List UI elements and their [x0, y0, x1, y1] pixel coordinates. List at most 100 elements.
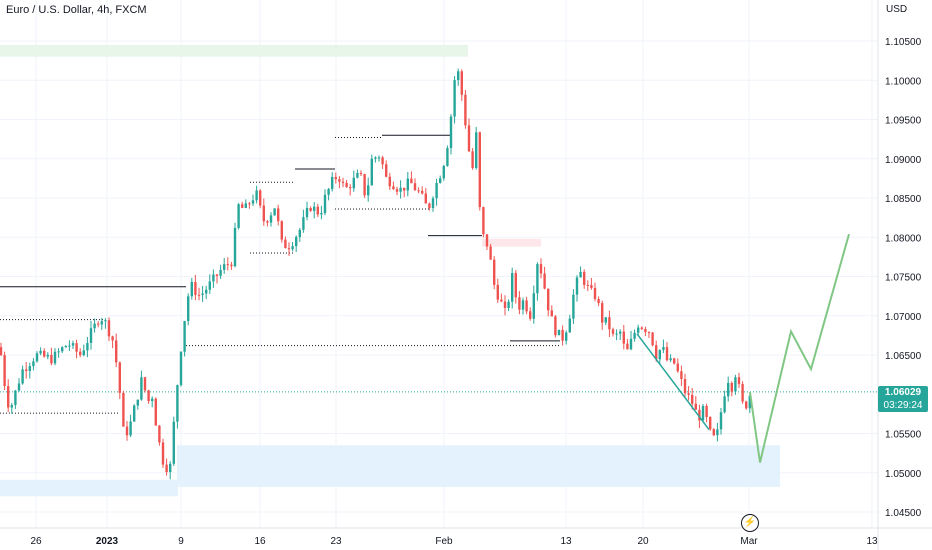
- zone-demand_zone: [177, 445, 780, 487]
- y-tick-label: 1.10000: [885, 76, 922, 87]
- candle-body: [97, 323, 100, 325]
- x-tick-label: 13: [866, 536, 878, 547]
- candle-body: [377, 157, 381, 159]
- candle-body: [86, 343, 89, 351]
- y-tick-label: 1.10500: [885, 37, 922, 48]
- candle-body: [655, 345, 658, 360]
- candle-body: [287, 248, 291, 250]
- x-tick-label: 23: [330, 536, 342, 547]
- candle-body: [183, 321, 186, 352]
- last-price-value: 1.06029: [884, 387, 922, 398]
- candle-body: [471, 151, 474, 169]
- candle-body: [449, 116, 453, 149]
- y-tick-label: 1.07000: [885, 312, 922, 323]
- candle-body: [338, 179, 341, 182]
- candle-body: [629, 338, 633, 350]
- lightning-icon[interactable]: ⚡: [741, 514, 759, 532]
- x-tick-label: 2023: [96, 536, 119, 547]
- candle-body: [421, 190, 424, 194]
- candle-body: [309, 208, 312, 211]
- candle-body: [190, 282, 193, 297]
- candle-body: [673, 358, 676, 364]
- projection-path: [749, 233, 850, 463]
- candle-body: [709, 417, 712, 430]
- candle-body: [493, 259, 496, 285]
- candle-body: [363, 174, 366, 196]
- candle-body: [251, 200, 255, 204]
- candle-body: [457, 71, 460, 81]
- candle-body: [698, 409, 701, 421]
- candle-body: [100, 321, 103, 325]
- candle-body: [543, 273, 546, 289]
- candle-body: [280, 221, 283, 240]
- y-axis[interactable]: 1.10500 1.10000 1.09500 1.09000 1.08500 1.080…: [877, 0, 922, 550]
- candle-body: [539, 264, 543, 274]
- zones: [0, 44, 780, 497]
- candle-body: [46, 354, 49, 357]
- candle-body: [197, 294, 201, 296]
- candle-body: [701, 405, 705, 421]
- grid-lines: [0, 0, 878, 528]
- candle-body: [413, 183, 417, 191]
- candle-body: [723, 396, 726, 413]
- candle-body: [388, 176, 391, 187]
- candle-body: [349, 187, 352, 189]
- candle-body: [43, 350, 46, 357]
- candle-body: [82, 350, 85, 356]
- candle-body: [125, 426, 129, 436]
- y-tick-label: 1.08000: [885, 233, 922, 244]
- candle-body: [712, 429, 715, 436]
- candle-body: [748, 395, 751, 409]
- candle-body: [367, 185, 370, 196]
- candle-body: [665, 347, 669, 361]
- candle-body: [0, 347, 3, 356]
- candle-body: [71, 343, 75, 346]
- candle-body: [187, 296, 190, 322]
- candle-body: [262, 205, 265, 222]
- candle-body: [460, 71, 463, 95]
- candle-body: [370, 158, 373, 186]
- candle-body: [316, 206, 319, 215]
- candle-body: [241, 204, 244, 208]
- candle-body: [453, 80, 456, 117]
- candle-body: [730, 382, 733, 392]
- candle-body: [61, 347, 64, 352]
- candle-body: [39, 350, 42, 354]
- candle-body: [647, 332, 651, 334]
- candle-body: [547, 288, 550, 311]
- candle-body: [593, 287, 597, 300]
- candle-body: [554, 316, 557, 336]
- candle-body: [359, 173, 363, 175]
- zone-supply_zone: [482, 238, 541, 247]
- candle-body: [165, 464, 168, 473]
- candle-body: [719, 412, 723, 430]
- y-tick-label: 1.06500: [885, 351, 922, 362]
- candle-body: [115, 340, 118, 363]
- candle-body: [212, 274, 215, 282]
- candle-body: [215, 274, 219, 276]
- candle-body: [532, 293, 535, 319]
- candle-body: [57, 351, 60, 353]
- candle-body: [331, 176, 334, 189]
- candle-body: [53, 351, 57, 364]
- candle-body: [32, 361, 35, 367]
- candle-body: [687, 393, 690, 395]
- candle-body: [482, 207, 485, 235]
- trend-line: [636, 333, 710, 431]
- candle-body: [608, 317, 611, 330]
- candle-body: [475, 132, 478, 169]
- candle-body: [111, 336, 114, 341]
- candle-body: [651, 332, 654, 346]
- candle-body: [737, 377, 741, 384]
- candle-body: [374, 157, 377, 159]
- chart-title: Euro / U.S. Dollar, 4h, FXCM: [6, 4, 147, 16]
- candle-body: [129, 421, 132, 436]
- y-tick-label: 1.07500: [885, 273, 922, 284]
- candle-body: [169, 463, 172, 473]
- candle-body: [313, 206, 316, 211]
- candle-body: [565, 332, 568, 341]
- candle-body: [201, 293, 204, 295]
- candle-body: [79, 351, 82, 356]
- x-axis[interactable]: 26 2023 9 16 23 Feb 13 20 Mar 13: [0, 527, 932, 547]
